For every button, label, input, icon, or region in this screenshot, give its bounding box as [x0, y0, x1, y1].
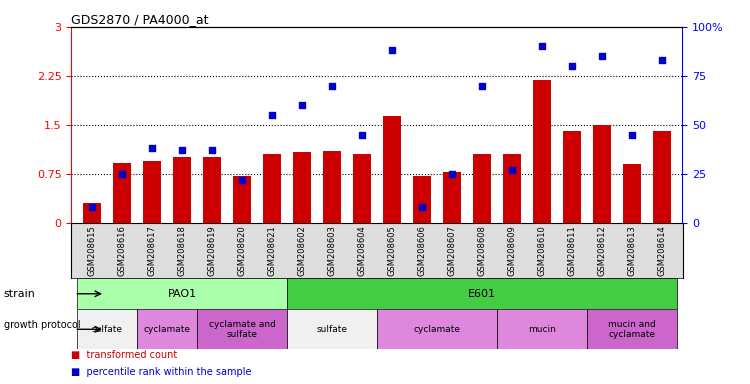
Point — [236, 177, 248, 183]
Text: GSM208615: GSM208615 — [88, 225, 97, 276]
Point — [506, 167, 518, 173]
Text: ■  percentile rank within the sample: ■ percentile rank within the sample — [71, 367, 252, 377]
Bar — [77, 278, 287, 309]
Point — [266, 112, 278, 118]
Bar — [287, 278, 676, 309]
Text: GSM208602: GSM208602 — [298, 225, 307, 276]
Bar — [293, 152, 311, 223]
Bar — [562, 131, 580, 223]
Text: GSM208609: GSM208609 — [507, 225, 516, 276]
Point — [386, 47, 398, 53]
Bar — [113, 163, 131, 223]
Text: cyclamate and
sulfate: cyclamate and sulfate — [209, 319, 275, 339]
Text: sulfate: sulfate — [92, 325, 123, 334]
Text: GSM208613: GSM208613 — [627, 225, 636, 276]
Bar — [586, 309, 676, 349]
Bar — [323, 151, 341, 223]
Point — [596, 53, 608, 59]
Point — [296, 102, 308, 108]
Bar — [143, 161, 161, 223]
Bar — [77, 309, 137, 349]
Text: E601: E601 — [468, 289, 496, 299]
Text: growth protocol: growth protocol — [4, 320, 80, 331]
Text: GSM208612: GSM208612 — [597, 225, 606, 276]
Text: GSM208606: GSM208606 — [417, 225, 426, 276]
Text: GSM208607: GSM208607 — [447, 225, 456, 276]
Text: strain: strain — [4, 289, 36, 299]
Point — [206, 147, 218, 153]
Text: GSM208621: GSM208621 — [268, 225, 277, 276]
Bar — [173, 157, 191, 223]
Bar — [263, 154, 281, 223]
Bar — [137, 309, 197, 349]
Text: GSM208610: GSM208610 — [537, 225, 546, 276]
Point — [626, 131, 638, 138]
Point — [656, 57, 668, 63]
Text: GSM208618: GSM208618 — [178, 225, 187, 276]
Point — [566, 63, 578, 69]
Text: ■  transformed count: ■ transformed count — [71, 350, 178, 360]
Bar — [287, 309, 376, 349]
Text: cyclamate: cyclamate — [413, 325, 460, 334]
Text: GSM208605: GSM208605 — [387, 225, 396, 276]
Bar — [413, 176, 430, 223]
Text: GSM208608: GSM208608 — [477, 225, 486, 276]
Text: GSM208603: GSM208603 — [328, 225, 337, 276]
Text: GSM208611: GSM208611 — [567, 225, 576, 276]
Text: GSM208617: GSM208617 — [148, 225, 157, 276]
Point — [176, 147, 188, 153]
Text: GSM208619: GSM208619 — [208, 225, 217, 276]
Text: cyclamate: cyclamate — [144, 325, 190, 334]
Bar — [652, 131, 670, 223]
Text: GSM208604: GSM208604 — [358, 225, 367, 276]
Bar — [532, 80, 550, 223]
Bar — [622, 164, 640, 223]
Text: mucin and
cyclamate: mucin and cyclamate — [608, 319, 656, 339]
Point — [116, 170, 128, 177]
Text: GSM208616: GSM208616 — [118, 225, 127, 276]
Bar — [203, 157, 221, 223]
Point — [326, 83, 338, 89]
Bar — [376, 309, 496, 349]
Point — [146, 145, 158, 151]
Point — [536, 43, 548, 50]
Bar — [83, 203, 101, 223]
Bar — [472, 154, 490, 223]
Bar — [197, 309, 287, 349]
Bar — [592, 125, 610, 223]
Text: mucin: mucin — [528, 325, 556, 334]
Bar — [503, 154, 520, 223]
Text: GDS2870 / PA4000_at: GDS2870 / PA4000_at — [71, 13, 209, 26]
Text: GSM208620: GSM208620 — [238, 225, 247, 276]
Text: GSM208614: GSM208614 — [657, 225, 666, 276]
Point — [476, 83, 488, 89]
Bar — [496, 309, 586, 349]
Bar — [442, 172, 460, 223]
Point — [356, 131, 368, 138]
Point — [416, 204, 428, 210]
Text: PAO1: PAO1 — [167, 289, 196, 299]
Bar — [353, 154, 371, 223]
Text: sulfate: sulfate — [316, 325, 347, 334]
Point — [446, 170, 458, 177]
Point — [86, 204, 98, 210]
Bar — [382, 116, 400, 223]
Bar — [233, 176, 251, 223]
